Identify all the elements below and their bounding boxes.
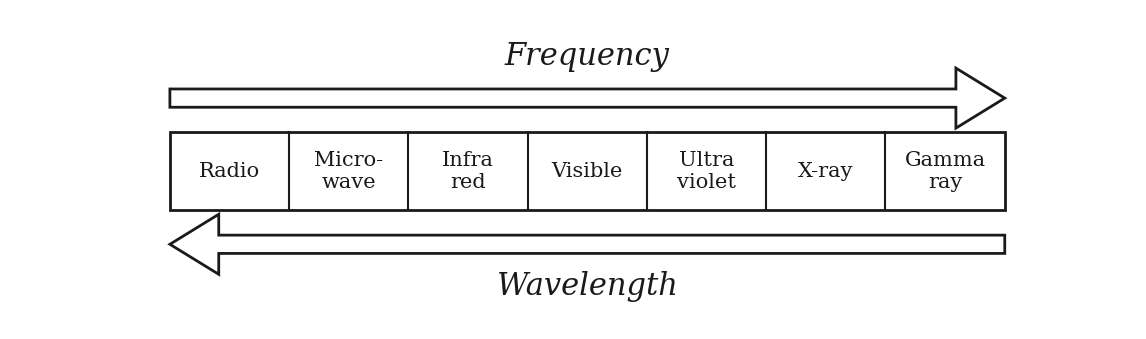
Text: X-ray: X-ray xyxy=(798,162,854,181)
Text: Visible: Visible xyxy=(551,162,623,181)
Text: Ultra
violet: Ultra violet xyxy=(677,151,736,192)
Text: Frequency: Frequency xyxy=(505,41,669,72)
Text: Radio: Radio xyxy=(199,162,260,181)
Text: Wavelength: Wavelength xyxy=(497,271,677,302)
Polygon shape xyxy=(170,68,1005,128)
Text: Infra
red: Infra red xyxy=(442,151,494,192)
Polygon shape xyxy=(170,214,1005,274)
Bar xyxy=(170,132,1005,210)
Text: Gamma
ray: Gamma ray xyxy=(904,151,986,192)
Text: Micro-
wave: Micro- wave xyxy=(314,151,384,192)
